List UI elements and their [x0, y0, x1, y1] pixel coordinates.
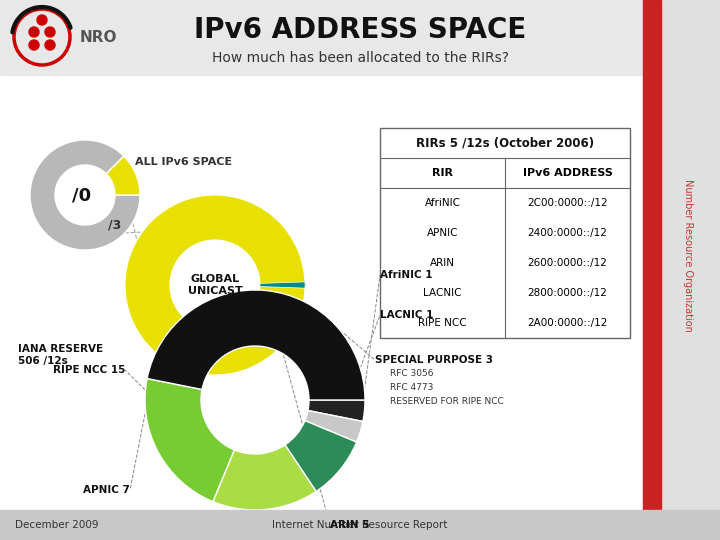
Text: 2400:0000::/12: 2400:0000::/12	[528, 228, 608, 238]
Wedge shape	[260, 282, 305, 288]
Bar	[0, 0, 720, 75]
Circle shape	[45, 27, 55, 37]
Text: SPECIAL PURPOSE 3: SPECIAL PURPOSE 3	[375, 355, 493, 365]
Bar	[380, 128, 630, 338]
Wedge shape	[308, 400, 365, 421]
Text: RIR: RIR	[432, 168, 453, 178]
Text: AfriNIC: AfriNIC	[425, 198, 461, 208]
Text: RFC 4773: RFC 4773	[390, 383, 433, 393]
Bar	[643, 0, 661, 510]
Text: RIPE NCC 15: RIPE NCC 15	[53, 365, 125, 375]
Circle shape	[37, 15, 47, 25]
Text: ALL IPv6 SPACE: ALL IPv6 SPACE	[135, 157, 232, 167]
Text: IPv6 ADDRESS: IPv6 ADDRESS	[523, 168, 613, 178]
Text: RESERVED FOR RIPE NCC: RESERVED FOR RIPE NCC	[390, 397, 504, 407]
Text: IANA RESERVE
506 /12s: IANA RESERVE 506 /12s	[18, 344, 103, 366]
Wedge shape	[30, 140, 140, 250]
Text: LACNIC: LACNIC	[423, 288, 462, 298]
Text: December 2009: December 2009	[15, 520, 99, 530]
Text: LACNIC 1: LACNIC 1	[380, 310, 433, 320]
Text: RFC 3056: RFC 3056	[390, 369, 433, 379]
Text: 2C00:0000::/12: 2C00:0000::/12	[527, 198, 608, 208]
Text: IPv6 ADDRESS SPACE: IPv6 ADDRESS SPACE	[194, 16, 526, 44]
Text: NRO: NRO	[80, 30, 117, 44]
Text: GLOBAL
UNICAST: GLOBAL UNICAST	[188, 274, 243, 296]
Circle shape	[45, 40, 55, 50]
Text: AfriNIC 1: AfriNIC 1	[380, 270, 433, 280]
Text: RIPE NCC: RIPE NCC	[418, 318, 467, 328]
Wedge shape	[147, 290, 365, 400]
Text: RIRs 5 /12s (October 2006): RIRs 5 /12s (October 2006)	[416, 137, 594, 150]
Text: 2A00:0000::/12: 2A00:0000::/12	[527, 318, 608, 328]
Bar	[643, 0, 720, 510]
Wedge shape	[107, 156, 140, 195]
Text: 2600:0000::/12: 2600:0000::/12	[528, 258, 608, 268]
Wedge shape	[145, 379, 234, 502]
Text: APNIC 7: APNIC 7	[83, 485, 130, 495]
Text: ARIN 5: ARIN 5	[330, 520, 369, 530]
Wedge shape	[305, 410, 363, 442]
Text: How much has been allocated to the RIRs?: How much has been allocated to the RIRs?	[212, 51, 508, 65]
Wedge shape	[213, 445, 316, 510]
Wedge shape	[285, 421, 356, 491]
Text: /0: /0	[73, 186, 91, 204]
Text: Internet Number Resource Report: Internet Number Resource Report	[272, 520, 448, 530]
Text: 2800:0000::/12: 2800:0000::/12	[528, 288, 608, 298]
Circle shape	[29, 27, 39, 37]
Text: /3: /3	[109, 219, 122, 232]
Text: ARIN: ARIN	[430, 258, 455, 268]
Circle shape	[29, 40, 39, 50]
Wedge shape	[125, 195, 305, 375]
Bar	[0, 510, 720, 540]
Text: APNIC: APNIC	[427, 228, 458, 238]
Text: Number Resource Organization: Number Resource Organization	[683, 179, 693, 332]
